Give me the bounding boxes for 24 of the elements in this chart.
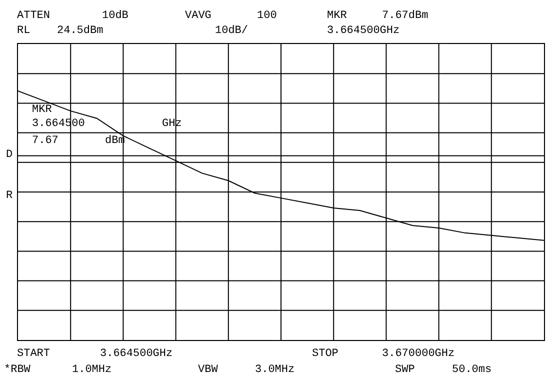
text: 10dB — [102, 10, 129, 22]
text: 3.670000GHz — [382, 348, 455, 360]
text: 24.5dBm — [57, 25, 104, 37]
text: VBW — [198, 364, 218, 376]
text: SWP — [395, 364, 416, 376]
text: 100 — [257, 10, 277, 22]
text: RL — [17, 25, 30, 37]
text: 3.664500GHz — [327, 25, 400, 37]
text: 3.0MHz — [255, 364, 295, 376]
text: 10dB/ — [215, 25, 248, 37]
text: 3.664500GHz — [100, 348, 173, 360]
text: VAVG — [185, 10, 212, 22]
text: R — [6, 190, 13, 202]
text: 7.67dBm — [382, 10, 429, 22]
text: STOP — [312, 348, 339, 360]
annotation: MKR — [32, 104, 52, 116]
text: D — [6, 149, 13, 161]
text: MKR — [327, 10, 348, 22]
text: 1.0MHz — [72, 364, 112, 376]
annotation: 7.67 — [32, 135, 58, 147]
text: *RBW — [4, 364, 31, 376]
text: START — [17, 348, 50, 360]
text: 50.0ms — [452, 364, 492, 376]
text: ATTEN — [17, 10, 50, 22]
